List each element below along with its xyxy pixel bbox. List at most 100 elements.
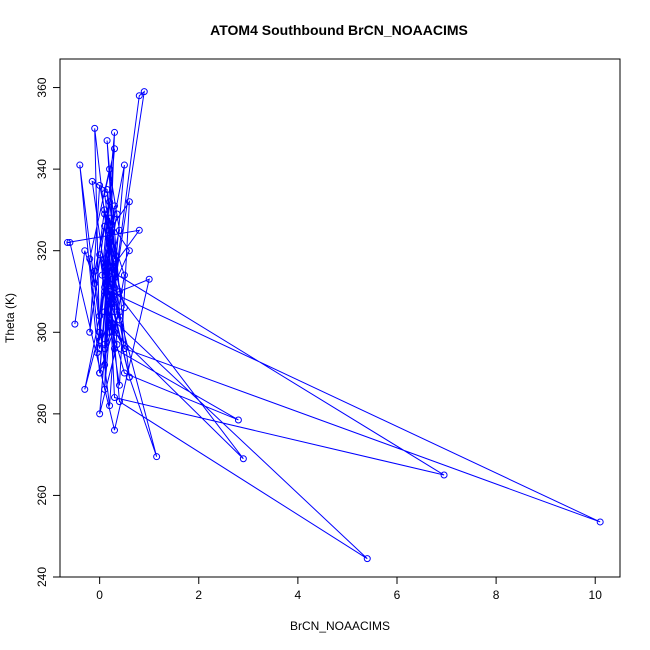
data-point xyxy=(120,304,128,312)
data-point xyxy=(93,349,101,357)
data-point xyxy=(106,198,114,206)
series-layer xyxy=(63,88,604,563)
data-point xyxy=(596,518,604,526)
data-point xyxy=(120,345,128,353)
data-point xyxy=(106,402,114,410)
data-point xyxy=(101,361,109,369)
data-point xyxy=(106,226,114,234)
data-point xyxy=(111,394,119,402)
data-point xyxy=(91,267,99,275)
data-point xyxy=(96,312,104,320)
y-tick-label: 240 xyxy=(35,567,49,587)
data-point xyxy=(106,214,114,222)
data-point xyxy=(96,251,104,259)
data-point xyxy=(108,300,116,308)
y-axis: 240 260 280 300 320 340 360 xyxy=(35,77,61,587)
data-point xyxy=(103,137,111,145)
data-point xyxy=(115,316,123,324)
data-point xyxy=(101,341,109,349)
y-axis-label: Theta (K) xyxy=(3,293,17,343)
data-point xyxy=(96,328,104,336)
data-point xyxy=(239,455,247,463)
x-tick-label: 2 xyxy=(195,588,202,602)
data-point xyxy=(76,161,84,169)
x-tick-label: 0 xyxy=(96,588,103,602)
data-point xyxy=(120,271,128,279)
y-tick-label: 340 xyxy=(35,159,49,179)
data-point xyxy=(88,177,96,185)
data-point xyxy=(111,202,119,210)
data-point xyxy=(101,259,109,267)
data-point xyxy=(115,287,123,295)
x-tick-label: 8 xyxy=(493,588,500,602)
data-point xyxy=(140,88,148,96)
data-point xyxy=(120,369,128,377)
data-point xyxy=(101,222,109,230)
data-point xyxy=(111,283,119,291)
data-point xyxy=(71,320,79,328)
data-point xyxy=(135,92,143,100)
data-point xyxy=(81,247,89,255)
data-point xyxy=(125,247,133,255)
x-tick-label: 4 xyxy=(295,588,302,602)
data-point xyxy=(91,279,99,287)
data-point xyxy=(125,198,133,206)
data-point xyxy=(111,308,119,316)
data-point xyxy=(106,267,114,275)
data-point xyxy=(234,416,242,424)
data-point xyxy=(96,336,104,344)
chart-title: ATOM4 Southbound BrCN_NOAACIMS xyxy=(210,22,468,38)
data-point xyxy=(63,239,71,247)
data-point xyxy=(135,226,143,234)
x-tick-label: 6 xyxy=(394,588,401,602)
data-point xyxy=(108,320,116,328)
data-point xyxy=(111,128,119,136)
y-tick-label: 300 xyxy=(35,322,49,342)
data-point xyxy=(106,287,114,295)
data-point xyxy=(440,471,448,479)
data-point xyxy=(106,279,114,287)
data-point xyxy=(101,263,109,271)
data-point xyxy=(101,283,109,291)
data-point xyxy=(125,373,133,381)
data-point xyxy=(106,239,114,247)
data-point xyxy=(113,210,121,218)
data-point xyxy=(363,555,371,563)
y-tick-label: 320 xyxy=(35,240,49,260)
data-point xyxy=(101,206,109,214)
data-point xyxy=(96,410,104,418)
y-tick-label: 280 xyxy=(35,404,49,424)
data-point xyxy=(145,275,153,283)
data-point xyxy=(115,381,123,389)
data-point xyxy=(106,165,114,173)
x-axis-label: BrCN_NOAACIMS xyxy=(290,619,390,633)
x-axis: 0 2 4 6 8 10 xyxy=(96,576,602,602)
data-point xyxy=(101,210,109,218)
data-point xyxy=(101,287,109,295)
data-point xyxy=(106,247,114,255)
data-point xyxy=(153,453,161,461)
data-point xyxy=(111,145,119,153)
data-point xyxy=(106,328,114,336)
data-point xyxy=(101,255,109,263)
data-point xyxy=(111,426,119,434)
data-point xyxy=(101,345,109,353)
data-point xyxy=(103,186,111,194)
data-point xyxy=(115,308,123,316)
data-point xyxy=(86,328,94,336)
data-point xyxy=(120,161,128,169)
plot-area xyxy=(59,58,621,578)
data-point xyxy=(96,369,104,377)
data-point xyxy=(113,341,121,349)
data-point xyxy=(101,308,109,316)
data-point xyxy=(86,255,94,263)
data-point xyxy=(96,181,104,189)
data-point xyxy=(98,271,106,279)
data-point xyxy=(106,234,114,242)
series-0 xyxy=(63,88,604,563)
data-point xyxy=(81,385,89,393)
y-tick-label: 260 xyxy=(35,485,49,505)
data-point xyxy=(111,328,119,336)
data-point xyxy=(115,226,123,234)
